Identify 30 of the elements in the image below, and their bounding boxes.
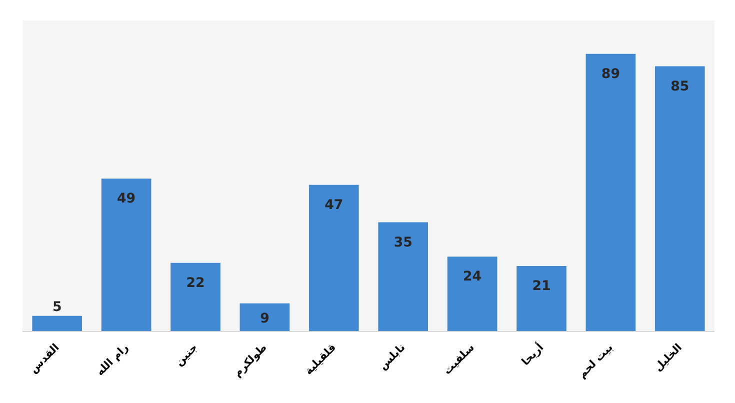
data-label: 47 [324, 198, 344, 213]
x-tick-label: رام الله [94, 340, 131, 378]
data-label: 24 [463, 270, 482, 285]
bar [378, 222, 428, 332]
data-label: 5 [52, 300, 62, 315]
x-tick-label: أريحا [518, 340, 546, 368]
bar [447, 256, 498, 332]
data-label: 85 [670, 79, 690, 94]
x-tick-label: جنين [172, 340, 200, 368]
bar [308, 184, 359, 332]
data-label: 22 [186, 276, 205, 291]
bar [101, 178, 152, 332]
bar [586, 54, 636, 332]
x-tick-label: بيت لحم [575, 340, 616, 381]
data-label: 9 [260, 311, 270, 326]
bar [240, 303, 290, 332]
bar [32, 316, 82, 332]
x-tick-label: قلقيلية [302, 340, 339, 378]
data-label: 49 [117, 192, 136, 207]
bar [170, 262, 220, 332]
data-label: 35 [394, 235, 412, 250]
bar [654, 66, 705, 332]
data-label: 21 [532, 278, 551, 294]
x-tick-label: نابلس [376, 340, 408, 372]
bar [516, 266, 566, 332]
x-tick-label: طولكرم [230, 340, 270, 380]
x-tick-label: الخليل [652, 340, 684, 374]
data-label: 89 [601, 66, 620, 82]
x-tick-label: القدس [26, 340, 62, 376]
x-tick-label: سلفيت [440, 340, 477, 378]
